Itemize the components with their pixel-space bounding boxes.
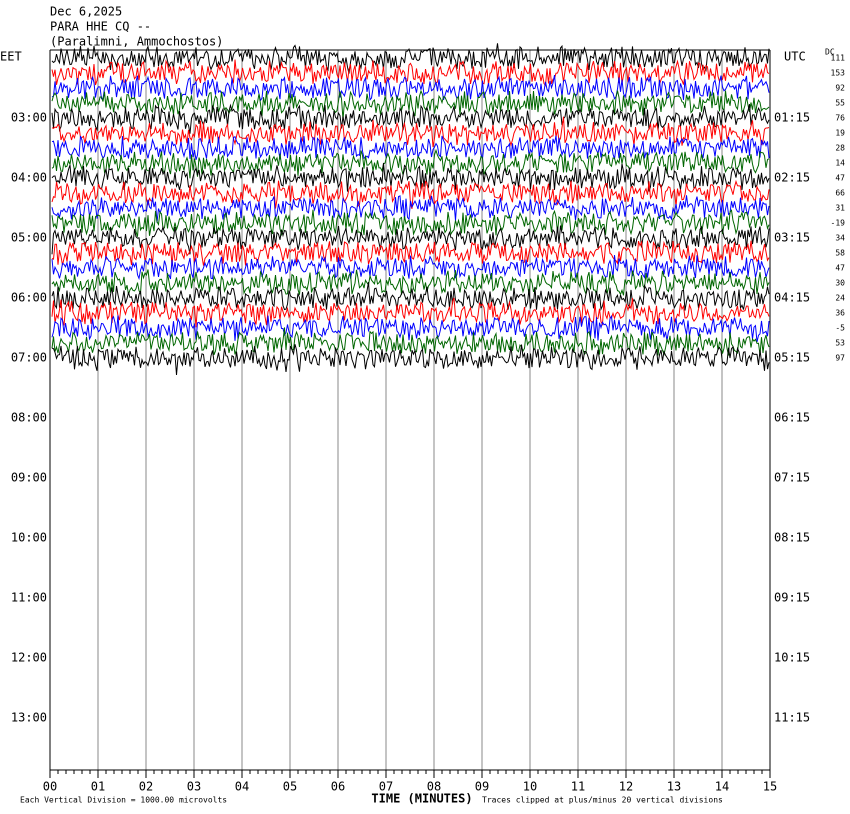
dc-value: 97 (835, 354, 845, 363)
trace (51, 75, 770, 102)
x-tick-label: 06 (331, 780, 345, 794)
x-tick-label: 02 (139, 780, 153, 794)
right-hour: 10:15 (774, 651, 810, 665)
left-zone: EET (0, 50, 22, 64)
trace (51, 116, 770, 148)
date: Dec 6,2025 (50, 5, 122, 19)
left-hour: 05:00 (11, 231, 47, 245)
dc-value: 30 (835, 279, 845, 288)
left-hour: 13:00 (11, 711, 47, 725)
footer-left: Each Vertical Division = 1000.00 microvo… (20, 796, 227, 805)
trace (51, 89, 770, 120)
x-tick-label: 03 (187, 780, 201, 794)
footer-right: Traces clipped at plus/minus 20 vertical… (482, 796, 723, 805)
dc-value: 28 (835, 144, 845, 153)
right-hour: 06:15 (774, 411, 810, 425)
x-tick-label: 09 (475, 780, 489, 794)
dc-value: 76 (835, 114, 845, 123)
right-hour: 01:15 (774, 111, 810, 125)
right-hour: 02:15 (774, 171, 810, 185)
trace (51, 59, 770, 87)
left-hour: 10:00 (11, 531, 47, 545)
dc-value: 31 (835, 204, 845, 213)
right-hour: 03:15 (774, 231, 810, 245)
x-tick-label: 15 (763, 780, 777, 794)
dc-value: -19 (831, 219, 846, 228)
x-tick-label: 11 (571, 780, 585, 794)
grid (49, 50, 771, 778)
right-hour: 07:15 (774, 471, 810, 485)
trace (51, 297, 770, 328)
dc-value: 111 (831, 54, 846, 63)
left-hour: 12:00 (11, 651, 47, 665)
trace (51, 327, 770, 357)
right-hour: 11:15 (774, 711, 810, 725)
right-hour: 04:15 (774, 291, 810, 305)
trace (51, 269, 770, 296)
dc-value: 92 (835, 84, 845, 93)
dc-value: 55 (835, 99, 845, 108)
x-tick-label: 05 (283, 780, 297, 794)
left-hour: 09:00 (11, 471, 47, 485)
trace (51, 135, 770, 160)
left-hour: 08:00 (11, 411, 47, 425)
dc-value: 153 (831, 69, 846, 78)
x-tick-label: 12 (619, 780, 633, 794)
left-hour: 03:00 (11, 111, 47, 125)
dc-value: 34 (835, 234, 845, 243)
dc-value: 47 (835, 174, 845, 183)
dc-value: 53 (835, 339, 845, 348)
trace (51, 255, 770, 281)
dc-value: 19 (835, 129, 845, 138)
trace (51, 148, 770, 179)
dc-value: 24 (835, 294, 845, 303)
x-tick-label: 07 (379, 780, 393, 794)
dc-value: 36 (835, 309, 845, 318)
left-hour: 04:00 (11, 171, 47, 185)
dc-value: 66 (835, 189, 845, 198)
trace (51, 240, 770, 266)
right-hour: 08:15 (774, 531, 810, 545)
dc-title: DC (825, 48, 835, 57)
dc-value: -5 (835, 324, 845, 333)
right-hour: 05:15 (774, 351, 810, 365)
trace (51, 225, 770, 255)
x-tick-label: 13 (667, 780, 681, 794)
left-hour: 07:00 (11, 351, 47, 365)
dc-value: 47 (835, 264, 845, 273)
traces (51, 43, 770, 376)
trace (51, 344, 770, 376)
x-axis-title: TIME (MINUTES) (371, 792, 472, 806)
x-tick-label: 00 (43, 780, 57, 794)
left-hour: 11:00 (11, 591, 47, 605)
location: (Paralimni, Ammochostos) (50, 35, 223, 49)
x-tick-label: 04 (235, 780, 249, 794)
dc-value: 58 (835, 249, 845, 258)
right-zone: UTC (784, 50, 806, 64)
x-tick-label: 01 (91, 780, 105, 794)
x-tick-label: 08 (427, 780, 441, 794)
left-hour: 06:00 (11, 291, 47, 305)
station: PARA HHE CQ -- (50, 20, 151, 34)
x-tick-label: 10 (523, 780, 537, 794)
trace (51, 282, 770, 311)
trace (51, 195, 770, 223)
x-tick-label: 14 (715, 780, 729, 794)
trace (51, 209, 770, 237)
right-hour: 09:15 (774, 591, 810, 605)
dc-value: 14 (835, 159, 845, 168)
trace (51, 43, 770, 74)
